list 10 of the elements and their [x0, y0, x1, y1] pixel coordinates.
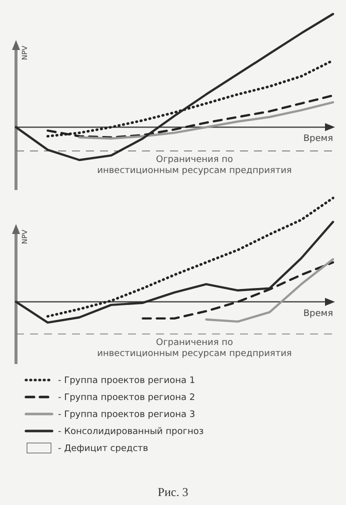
x-axis-title: Время — [303, 134, 333, 144]
legend-label: - Группа проектов региона 3 — [58, 410, 196, 420]
ref-line-label: Ограничения по инвестиционным ресурсам предприятия — [97, 154, 292, 176]
legend-label: - Группа проектов региона 1 — [58, 376, 196, 386]
ref-line-label: Ограничения по инвестиционным ресурсам предприятия — [97, 338, 292, 359]
x-axis-title: Время — [303, 308, 333, 319]
legend-label: - Группа проектов региона 2 — [58, 393, 196, 403]
text: - Дефицит средств — [58, 444, 148, 454]
legend-label: - Консолидированный прогноз — [58, 427, 204, 437]
text: Рис. 3 — [158, 485, 188, 499]
